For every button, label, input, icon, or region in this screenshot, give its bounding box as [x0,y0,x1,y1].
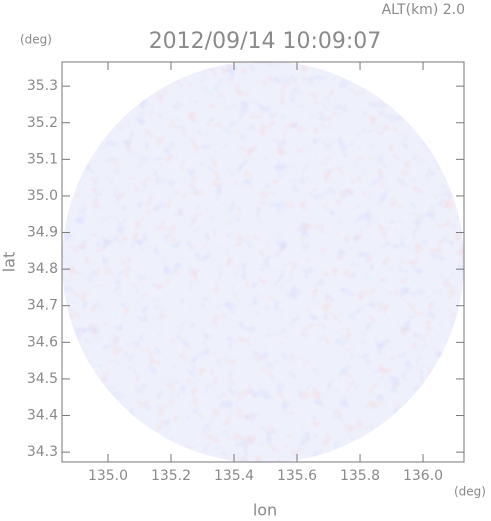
x-tick-label: 135.4 [214,468,254,484]
y-tick-label: 34.3 [27,444,58,460]
y-axis-label: lat [0,252,19,273]
x-tick-label: 135.0 [88,468,128,484]
y-tick-label: 34.4 [27,408,58,424]
chart-title: 2012/09/14 10:09:07 [149,29,382,54]
y-tick-label: 35.3 [27,78,58,94]
x-tick-label: 135.2 [151,468,191,484]
x-unit: (deg) [454,485,486,499]
y-tick-label: 34.5 [27,371,58,387]
y-tick-label: 34.9 [27,225,58,241]
altitude-label: ALT(km) 2.0 [382,2,465,18]
x-tick-label: 136.0 [403,468,443,484]
y-unit: (deg) [20,33,52,47]
plot-frame [61,61,465,463]
y-tick-label: 35.1 [27,151,58,167]
y-tick-label: 35.2 [27,115,58,131]
x-axis-label: lon [253,501,277,520]
x-tick-label: 135.6 [277,468,317,484]
y-tick-label: 34.8 [27,261,58,277]
y-tick-label: 35.0 [27,188,58,204]
radar-texture [62,61,464,463]
y-tick-label: 34.7 [27,298,58,314]
x-tick-label: 135.8 [340,468,380,484]
y-tick-label: 34.6 [27,334,58,350]
